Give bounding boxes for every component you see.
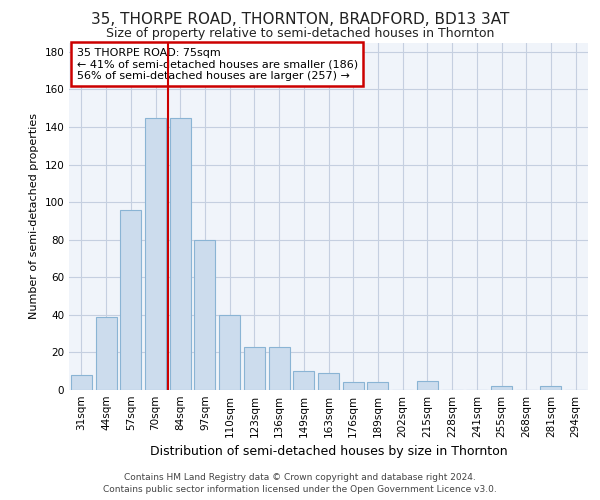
Bar	[71, 375, 92, 390]
Bar	[269, 347, 290, 390]
Bar	[293, 371, 314, 390]
Bar	[194, 240, 215, 390]
Bar	[95, 316, 116, 390]
Bar	[120, 210, 141, 390]
Bar	[145, 118, 166, 390]
Bar	[491, 386, 512, 390]
X-axis label: Distribution of semi-detached houses by size in Thornton: Distribution of semi-detached houses by …	[149, 446, 508, 458]
Bar	[170, 118, 191, 390]
Bar	[343, 382, 364, 390]
Text: 35, THORPE ROAD, THORNTON, BRADFORD, BD13 3AT: 35, THORPE ROAD, THORNTON, BRADFORD, BD1…	[91, 12, 509, 28]
Bar	[219, 315, 240, 390]
Bar	[318, 373, 339, 390]
Text: Contains HM Land Registry data © Crown copyright and database right 2024.
Contai: Contains HM Land Registry data © Crown c…	[103, 472, 497, 494]
Text: Size of property relative to semi-detached houses in Thornton: Size of property relative to semi-detach…	[106, 28, 494, 40]
Bar	[244, 347, 265, 390]
Y-axis label: Number of semi-detached properties: Number of semi-detached properties	[29, 114, 39, 320]
Bar	[367, 382, 388, 390]
Text: 35 THORPE ROAD: 75sqm
← 41% of semi-detached houses are smaller (186)
56% of sem: 35 THORPE ROAD: 75sqm ← 41% of semi-deta…	[77, 48, 358, 81]
Bar	[541, 386, 562, 390]
Bar	[417, 380, 438, 390]
